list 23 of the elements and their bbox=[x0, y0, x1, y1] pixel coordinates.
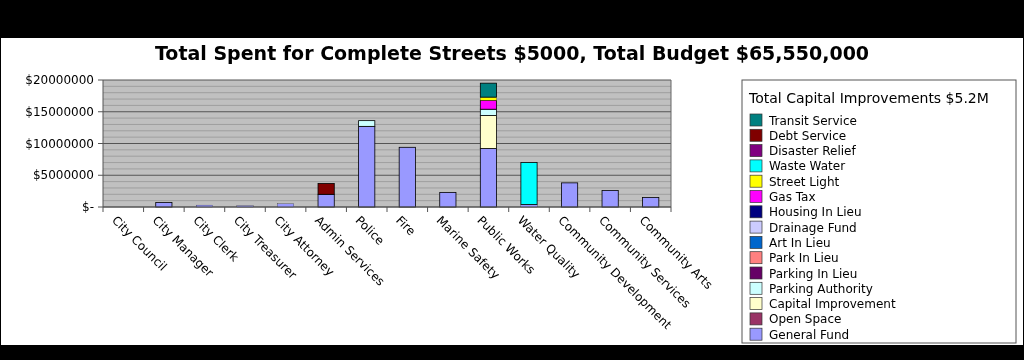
y-tick-label: $20000000 bbox=[25, 73, 94, 88]
legend-label: Waste Water bbox=[769, 159, 846, 174]
legend-label: Transit Service bbox=[768, 113, 857, 128]
legend-label: General Fund bbox=[769, 327, 850, 342]
y-tick-label: $10000000 bbox=[25, 136, 94, 151]
y-tick-label: $15000000 bbox=[25, 104, 94, 119]
x-tick-label: Fire bbox=[393, 213, 419, 239]
y-tick-label: $5000000 bbox=[32, 168, 94, 183]
legend-label: Capital Improvement bbox=[769, 297, 896, 312]
chart-title: Total Spent for Complete Streets $5000, Total Budget $65,550,000 bbox=[154, 42, 870, 64]
legend-label: Street Light bbox=[769, 174, 840, 189]
legend-title: Total Capital Improvements $5.2M bbox=[748, 90, 989, 106]
legend-label: Housing In Lieu bbox=[769, 205, 862, 220]
legend-label: Disaster Relief bbox=[769, 144, 857, 159]
legend-label: Debt Service bbox=[769, 128, 847, 143]
legend-label: Parking In Lieu bbox=[769, 266, 858, 281]
legend-label: Open Space bbox=[769, 312, 842, 327]
y-tick-label: $- bbox=[82, 200, 94, 215]
legend-label: Parking Authority bbox=[769, 281, 873, 296]
legend-label: Park In Lieu bbox=[769, 251, 839, 266]
legend-label: Drainage Fund bbox=[769, 220, 857, 235]
legend-label: Art In Lieu bbox=[769, 235, 831, 250]
legend-label: Gas Tax bbox=[769, 190, 816, 204]
